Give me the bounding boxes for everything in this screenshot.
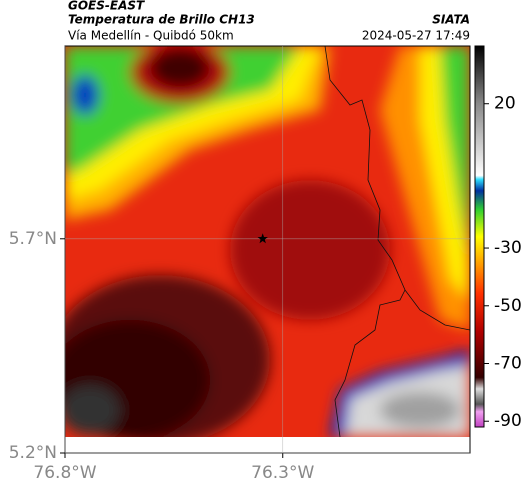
- colorbar-tick-label: -50: [494, 296, 522, 316]
- location: Vía Medellín - Quibdó 50km: [68, 29, 234, 43]
- x-tick-label: 76.8°W: [33, 463, 96, 483]
- colorbar-tick-label: 20: [494, 94, 516, 114]
- colorbar: [474, 45, 485, 428]
- subtitle: Temperatura de Brillo CH13: [68, 13, 255, 27]
- satellite-image: [65, 46, 470, 437]
- colorbar-tick-label: -30: [494, 238, 522, 258]
- title: GOES-EAST: [68, 0, 145, 13]
- colorbar-tick-label: -70: [494, 354, 522, 374]
- colorbar-tick-label: -90: [494, 411, 522, 431]
- location-marker: [257, 233, 268, 244]
- x-tick-label: 76.3°W: [251, 463, 314, 483]
- y-tick-label: 5.2°N: [9, 443, 57, 463]
- y-tick-label: 5.7°N: [9, 229, 57, 249]
- source: SIATA: [432, 13, 470, 27]
- datetime: 2024-05-27 17:49: [362, 29, 470, 43]
